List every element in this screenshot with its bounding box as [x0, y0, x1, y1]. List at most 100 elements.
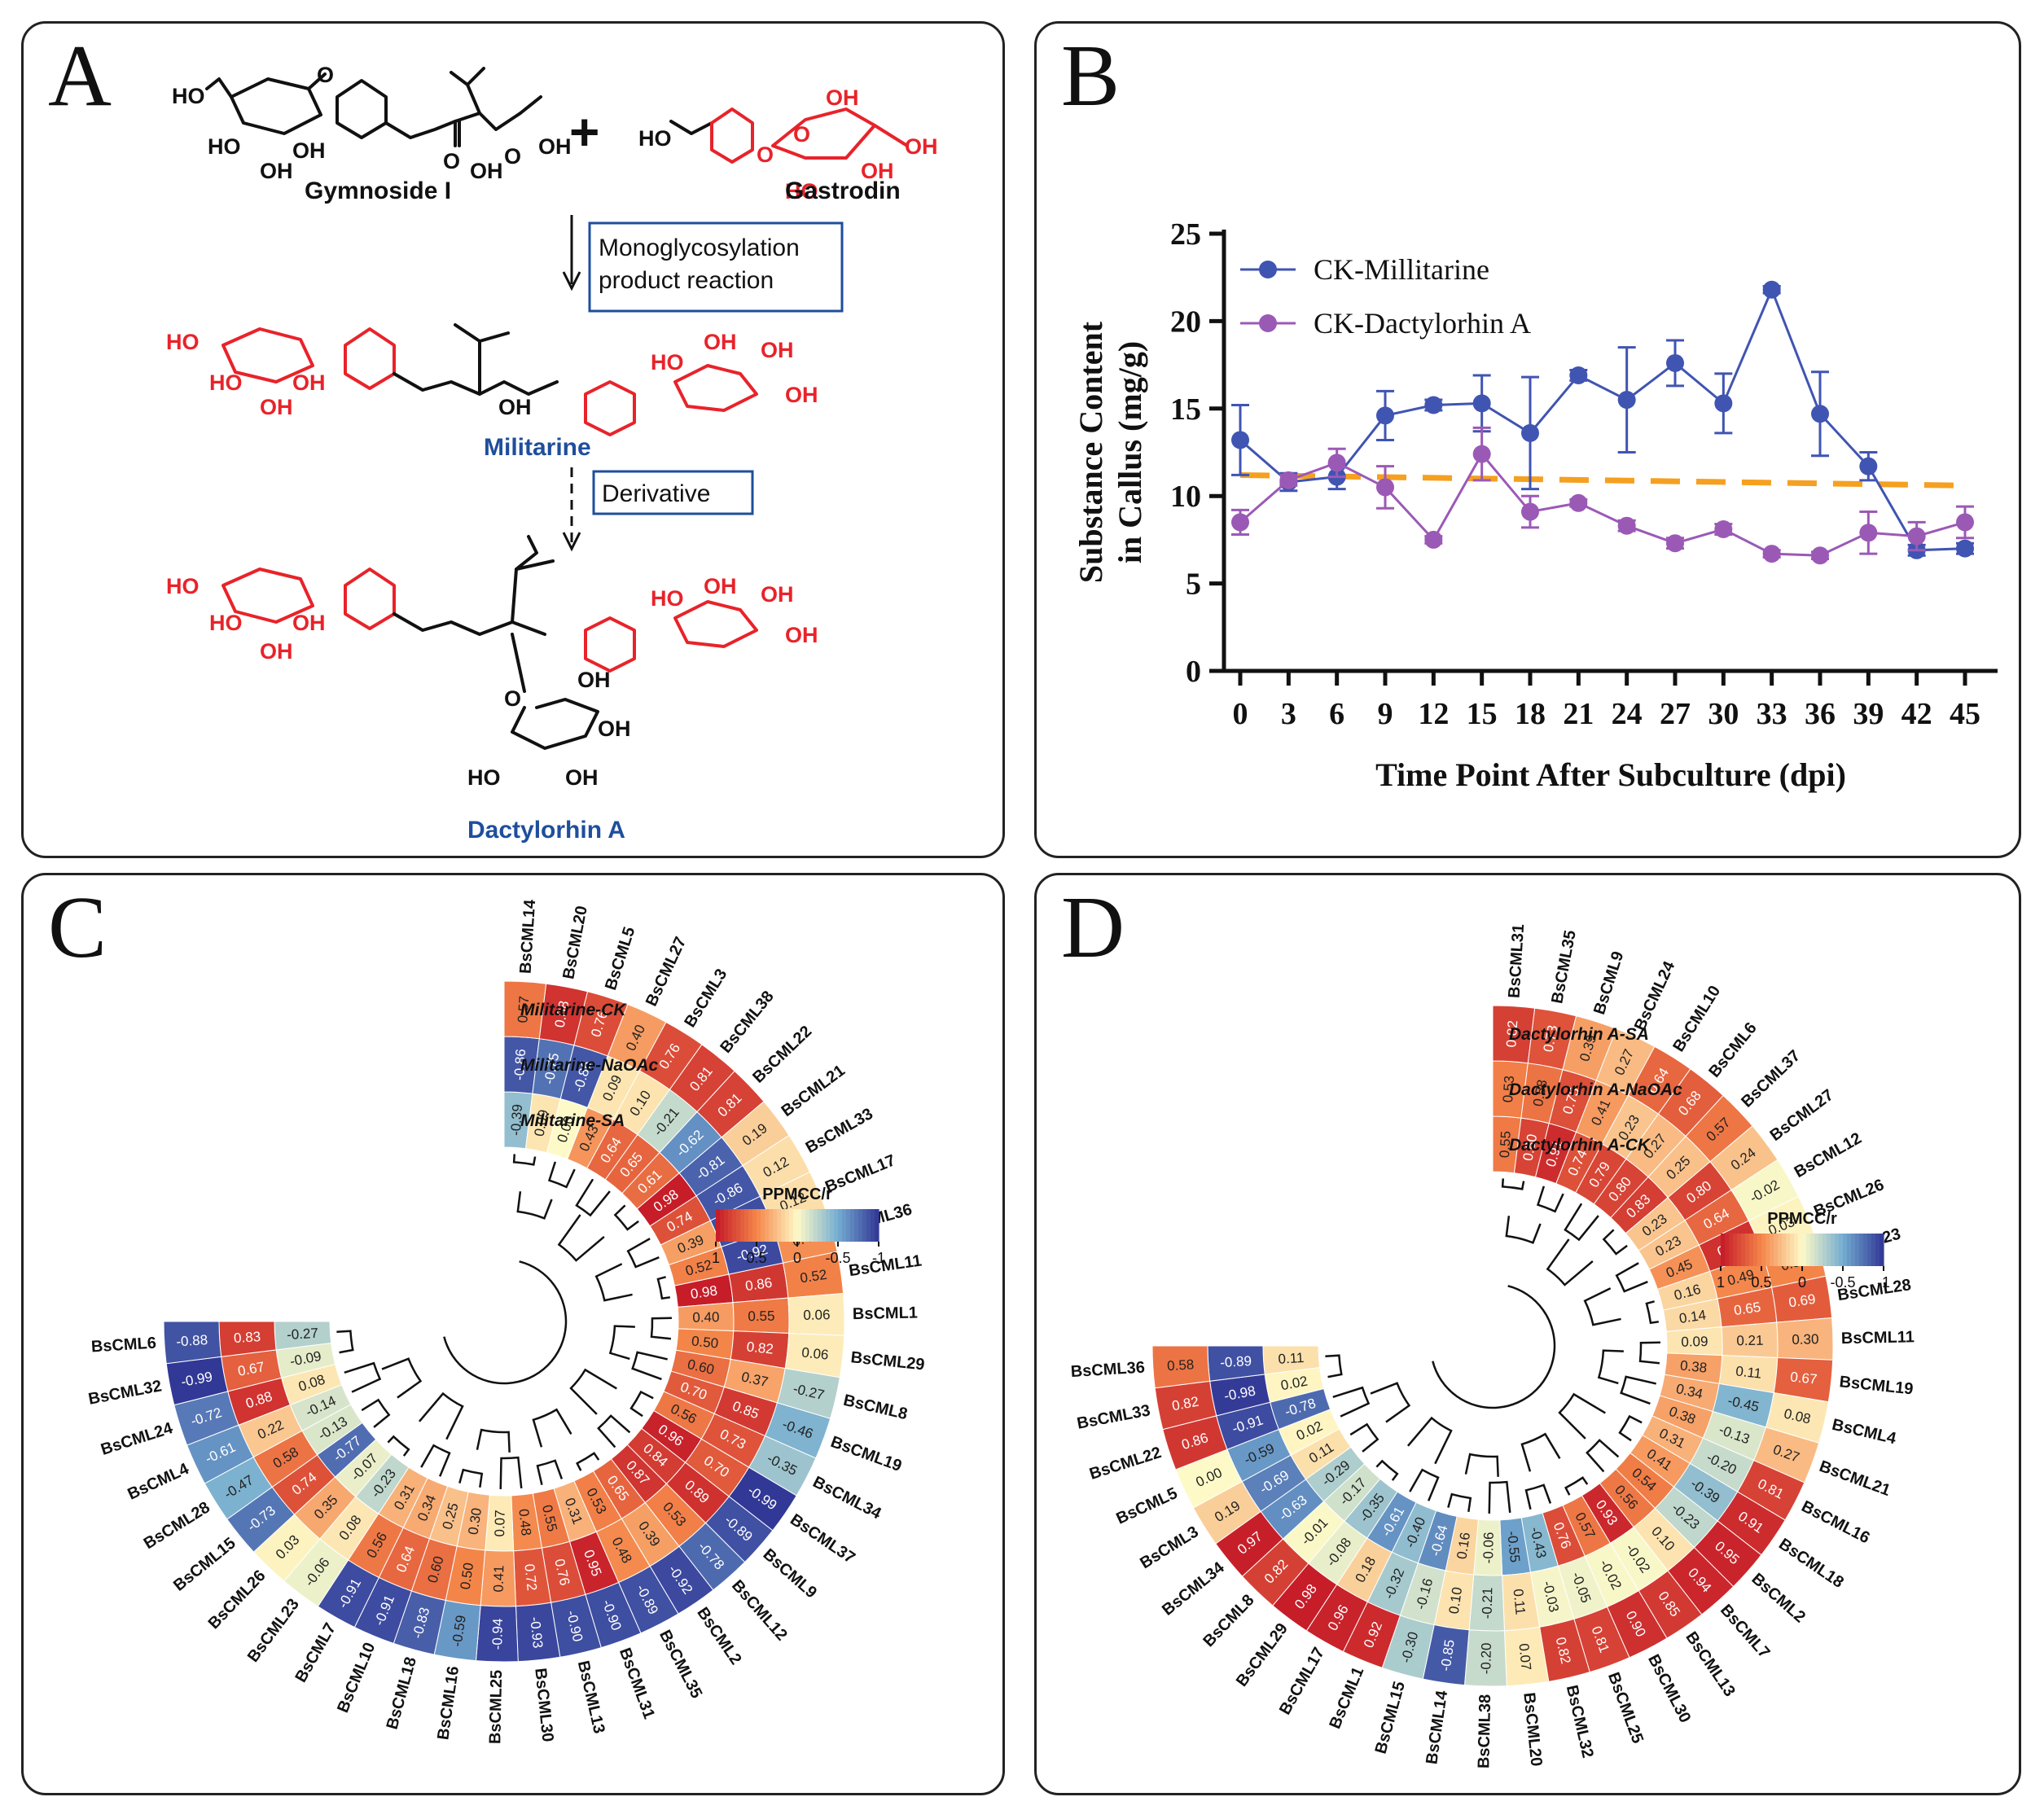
- legend-swatch: [765, 1209, 770, 1242]
- legend-label: CK-Dactylorhin A: [1314, 307, 1531, 340]
- heat-cell-value: -0.86: [511, 1049, 529, 1081]
- gene-label: BsCML18: [384, 1655, 420, 1732]
- gene-label: BsCML34: [1159, 1558, 1228, 1619]
- legend-tick-label: -0.5: [1830, 1274, 1855, 1291]
- gene-label: BsCML30: [1644, 1652, 1694, 1726]
- dendro-branch: [458, 1468, 484, 1488]
- x-axis-title: Time Point After Subculture (dpi): [1375, 756, 1846, 793]
- dendro-branch: [557, 1214, 605, 1262]
- legend-tick-label: -0.5: [825, 1250, 850, 1266]
- dendro-branch: [576, 1452, 600, 1471]
- x-tick-label: 24: [1612, 697, 1643, 731]
- svg-text:OH: OH: [861, 159, 894, 183]
- legend-swatch: [1757, 1234, 1762, 1266]
- legend-swatch: [1774, 1234, 1779, 1266]
- legend-swatch: [1794, 1234, 1799, 1266]
- legend-swatch: [1822, 1234, 1827, 1266]
- dendro-branch: [344, 1361, 382, 1393]
- legend-swatch: [1761, 1234, 1766, 1266]
- gene-label: BsCML26: [205, 1567, 270, 1633]
- gene-label: BsCML33: [803, 1105, 876, 1157]
- gene-label: BsCML32: [1563, 1684, 1597, 1760]
- data-point: [1956, 539, 1974, 558]
- heat-cell-value: 0.06: [803, 1307, 830, 1323]
- legend-swatch: [1765, 1234, 1770, 1266]
- data-point: [1424, 396, 1443, 414]
- gene-label: BsCML14: [1423, 1689, 1451, 1765]
- legend-swatch: [1867, 1234, 1872, 1266]
- gene-label: BsCML35: [656, 1628, 705, 1702]
- dendro-branch: [613, 1204, 639, 1231]
- dendro-branch: [631, 1351, 668, 1381]
- dactylorhin-structure: HO HO OH OH OH HO OH OH O OH OH HO OH: [166, 535, 818, 790]
- x-tick-label: 15: [1467, 697, 1498, 731]
- gene-label: BsCML32: [87, 1377, 164, 1408]
- data-point: [1569, 366, 1588, 384]
- x-tick-label: 30: [1708, 697, 1739, 731]
- data-point: [1376, 478, 1394, 497]
- heat-cell-value: 0.48: [515, 1508, 533, 1536]
- legend-swatch: [1725, 1234, 1730, 1266]
- svg-text:product reaction: product reaction: [599, 267, 774, 294]
- heat-cell-value: -0.06: [1480, 1532, 1497, 1563]
- legend-swatch: [785, 1209, 790, 1242]
- legend-swatch: [1810, 1234, 1815, 1266]
- gene-label: BsCML23: [244, 1596, 303, 1666]
- gastrodin-structure: HO O O HO OH OH OH: [638, 85, 938, 204]
- svg-text:OH: OH: [498, 395, 532, 419]
- x-tick-label: 6: [1329, 697, 1344, 731]
- legend-swatch: [1782, 1234, 1787, 1266]
- legend-tick-label: 0.5: [746, 1250, 766, 1266]
- svg-text:OH: OH: [577, 668, 611, 692]
- legend-swatch: [1745, 1234, 1750, 1266]
- svg-text:HO: HO: [166, 574, 200, 598]
- data-point: [1569, 493, 1588, 512]
- heat-cell-value: 0.30: [1792, 1331, 1818, 1348]
- gene-label: BsCML13: [1682, 1628, 1739, 1700]
- heat-cell-value: -0.55: [1504, 1530, 1523, 1563]
- svg-text:OH: OH: [292, 138, 326, 163]
- legend-swatch: [797, 1209, 802, 1242]
- dendro-branch: [1586, 1439, 1620, 1473]
- heat-cell-value: 0.14: [1678, 1307, 1707, 1326]
- dendro-root: [1432, 1285, 1556, 1409]
- data-point: [1859, 457, 1878, 476]
- legend-swatch: [862, 1209, 867, 1242]
- data-point: [1762, 545, 1781, 563]
- dendro-branch: [1488, 1480, 1511, 1514]
- y-tick-label: 0: [1186, 655, 1201, 689]
- svg-text:OH: OH: [704, 574, 737, 598]
- gene-label: BsCML20: [559, 905, 590, 981]
- legend-swatch: [1790, 1234, 1795, 1266]
- heat-cell-value: 0.86: [744, 1275, 773, 1295]
- heat-cell-value: 0.06: [801, 1344, 830, 1362]
- legend-marker: [1259, 314, 1277, 332]
- gene-label: BsCML17: [1276, 1645, 1328, 1718]
- product2-label: Dactylorhin A: [467, 817, 625, 844]
- gene-label: BsCML22: [1087, 1444, 1164, 1483]
- svg-text:OH: OH: [785, 383, 818, 407]
- legend-swatch: [858, 1209, 863, 1242]
- legend-swatch: [761, 1209, 765, 1242]
- gene-label: BsCML6: [1705, 1019, 1761, 1081]
- heat-cell-value: 0.16: [1454, 1532, 1473, 1560]
- svg-text:OH: OH: [292, 370, 326, 395]
- gene-label: BsCML35: [1548, 929, 1579, 1006]
- data-point: [1327, 454, 1346, 472]
- legend-tick-label: 0.5: [1751, 1274, 1771, 1291]
- gene-label: BsCML9: [760, 1545, 821, 1602]
- heat-cell-value: 0.50: [691, 1333, 719, 1351]
- gene-label: BsCML5: [602, 925, 638, 993]
- legend-swatch: [1818, 1234, 1823, 1266]
- gene-label: BsCML11: [1841, 1328, 1915, 1348]
- dendro-branch: [1536, 1185, 1564, 1213]
- legend-swatch: [834, 1209, 839, 1242]
- gene-label: BsCML8: [1200, 1591, 1257, 1650]
- dendro-branch: [1349, 1422, 1379, 1453]
- dendro-branch: [1615, 1262, 1648, 1293]
- heat-cell-value: 0.38: [1679, 1357, 1708, 1375]
- data-point: [1666, 353, 1684, 372]
- series-line: [1239, 452, 1966, 557]
- legend-swatch: [1802, 1234, 1807, 1266]
- legend-tick-label: -1: [872, 1250, 885, 1266]
